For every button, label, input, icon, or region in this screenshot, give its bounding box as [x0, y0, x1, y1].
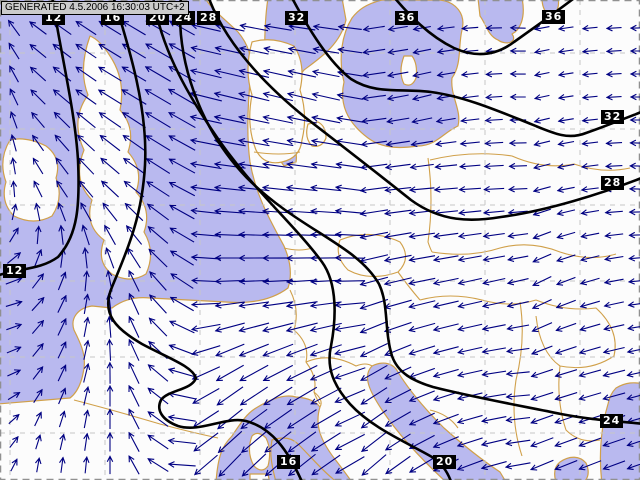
land-corsica — [248, 432, 271, 471]
contour-line-16 — [106, 0, 303, 480]
land-britain — [77, 35, 152, 280]
wind-arrows — [5, 19, 640, 477]
contour-label: 32 — [601, 110, 625, 124]
land-danish-isles — [306, 121, 327, 147]
contour-label: 28 — [601, 176, 625, 190]
contour-line-32 — [291, 0, 640, 138]
contour-label: 20 — [433, 455, 457, 469]
contour-label: 28 — [197, 11, 221, 25]
contour-label: 32 — [285, 11, 309, 25]
contour-label: 12 — [3, 264, 27, 278]
generated-timestamp: GENERATED 4.5.2006 16:30:03 UTC+2 — [1, 1, 189, 15]
contour-label: 36 — [395, 11, 419, 25]
contour-line-28 — [208, 0, 640, 221]
wind-arrow-layer — [5, 19, 640, 477]
contour-label: 36 — [542, 10, 566, 24]
land-sardinia — [249, 473, 270, 480]
land-denmark — [247, 39, 306, 164]
contour-label: 24 — [600, 414, 624, 428]
contour-line-24 — [178, 0, 640, 425]
contour-line-12 — [0, 0, 80, 277]
sea-aegean — [554, 456, 589, 480]
land-ireland — [2, 138, 60, 222]
contour-label: 16 — [277, 455, 301, 469]
sea-tyrrhenian — [270, 437, 335, 480]
sea-gulf-riga — [477, 0, 524, 44]
land-gotland — [400, 55, 418, 86]
sea-black-sea — [599, 382, 640, 480]
